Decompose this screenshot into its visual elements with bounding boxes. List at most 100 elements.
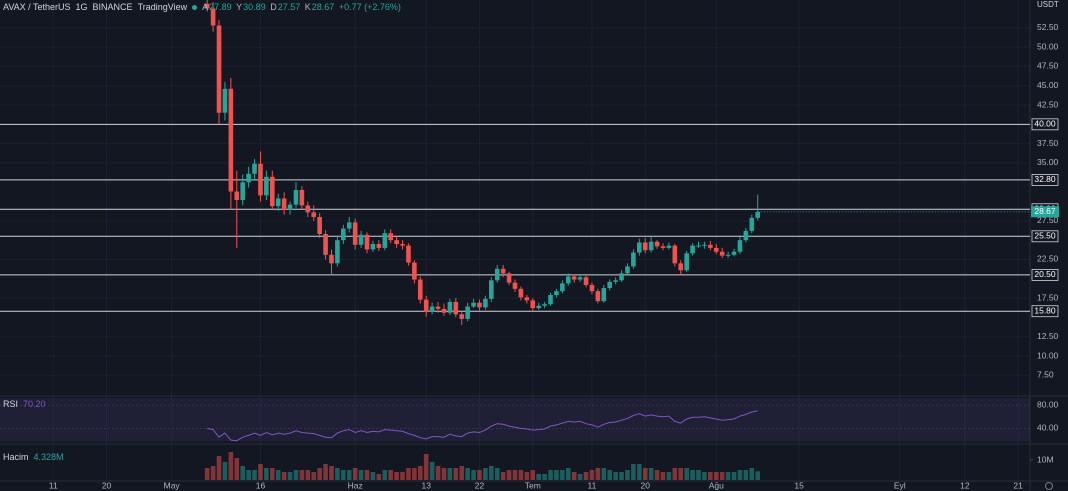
volume-bar <box>500 472 506 480</box>
candle-body <box>713 247 719 252</box>
candle-body <box>483 298 488 308</box>
candle-body <box>530 300 536 309</box>
volume-bar <box>382 470 388 480</box>
candle-body <box>358 234 364 245</box>
candle-body <box>666 245 672 248</box>
y-tick-label: 37.50 <box>1037 138 1059 148</box>
candle-body <box>275 198 281 207</box>
source: TradingView <box>137 2 188 12</box>
status-dot <box>192 4 198 10</box>
currency-label[interactable]: USDT <box>1037 0 1059 9</box>
volume-bar <box>269 468 275 480</box>
candle-body <box>441 308 447 313</box>
candle-body <box>506 273 512 283</box>
volume-bar <box>216 456 222 480</box>
x-tick-label: 20 <box>640 480 650 490</box>
candle-body <box>571 276 577 280</box>
symbol: AVAX / TetherUS <box>3 2 71 12</box>
volume-bar <box>210 466 216 480</box>
volume-bar <box>512 470 518 480</box>
volume-bar <box>376 474 382 480</box>
candle-body <box>323 233 328 255</box>
candle-body <box>435 306 441 309</box>
volume-bar <box>453 468 459 480</box>
candle-body <box>346 222 352 229</box>
volume-bar <box>708 472 713 480</box>
volume-bar <box>429 462 435 480</box>
x-tick-label: 16 <box>256 480 266 490</box>
ohlc-letter: Y <box>236 2 243 12</box>
volume-bar <box>749 468 755 480</box>
level-label: 32.80 <box>1034 174 1056 184</box>
volume-bar <box>447 468 453 480</box>
candle-body <box>725 254 731 256</box>
volume-bar <box>234 458 240 480</box>
change: +0.77 (+2.76%) <box>338 2 401 12</box>
candle-body <box>388 233 393 241</box>
y-tick-label: 27.50 <box>1037 215 1059 225</box>
y-tick-label: 52.50 <box>1037 22 1059 32</box>
candle-body <box>637 242 642 253</box>
volume-bar <box>406 468 411 480</box>
volume-bar <box>548 470 553 480</box>
symbol-header: AVAX / TetherUS 1G BINANCE TradingView A… <box>3 2 401 12</box>
volume-bar <box>530 470 536 480</box>
volume-bar <box>506 470 512 480</box>
level-label: 20.50 <box>1034 269 1056 279</box>
candle-body <box>417 279 423 300</box>
volume-bar <box>204 468 210 480</box>
y-tick-label: 22.50 <box>1037 254 1059 264</box>
candle-body <box>423 299 429 312</box>
volume-bar <box>607 470 613 480</box>
level-label: 15.80 <box>1034 305 1056 315</box>
volume-bar <box>228 452 234 480</box>
candle-body <box>305 205 311 213</box>
y-tick-label: 42.50 <box>1037 99 1059 109</box>
ohlc-value: 27.57 <box>277 2 301 12</box>
currency[interactable]: USDT <box>1037 0 1059 9</box>
volume-bar <box>560 470 565 480</box>
volume-bar <box>613 472 618 480</box>
volume-bar <box>637 464 642 480</box>
candle-body <box>554 291 559 295</box>
candle-body <box>737 240 743 252</box>
settings-icon[interactable] <box>1045 482 1053 490</box>
price-tag <box>1031 206 1059 218</box>
volume-bar <box>252 470 257 480</box>
volume-bar <box>412 468 417 480</box>
y-tick-label: 47.50 <box>1037 61 1059 71</box>
volume-bar <box>684 468 689 480</box>
volume-bar <box>435 466 441 480</box>
candle-body <box>607 281 613 289</box>
volume-bar <box>518 470 524 480</box>
ohlc-value: 30.89 <box>243 2 266 12</box>
volume-bar <box>471 470 476 480</box>
candle-body <box>447 301 453 313</box>
candle-body <box>258 163 263 196</box>
candle-body <box>406 245 411 263</box>
candle-body <box>548 294 553 305</box>
volume-bar <box>731 472 737 480</box>
volume-bar <box>465 468 470 480</box>
candle-body <box>293 189 299 205</box>
exchange: BINANCE <box>92 2 133 12</box>
volume-bar <box>702 472 707 480</box>
candle-body <box>317 216 322 234</box>
candle-body <box>672 245 678 264</box>
volume-bar <box>358 470 364 480</box>
candle-body <box>560 283 565 292</box>
candle-body <box>489 280 494 299</box>
rsi-value: 70.20 <box>23 399 46 409</box>
level-tag <box>1031 174 1059 186</box>
candle-body <box>370 244 376 250</box>
interval: 1G <box>75 2 88 12</box>
candle-body <box>234 191 240 201</box>
x-tick-label: 11 <box>588 480 597 490</box>
candle-body <box>429 306 435 312</box>
rsi-tick-label: 40.00 <box>1037 423 1059 433</box>
level-tag <box>1031 118 1059 131</box>
candle-body <box>678 263 684 271</box>
volume-bar <box>589 470 595 480</box>
candle-body <box>631 252 636 267</box>
